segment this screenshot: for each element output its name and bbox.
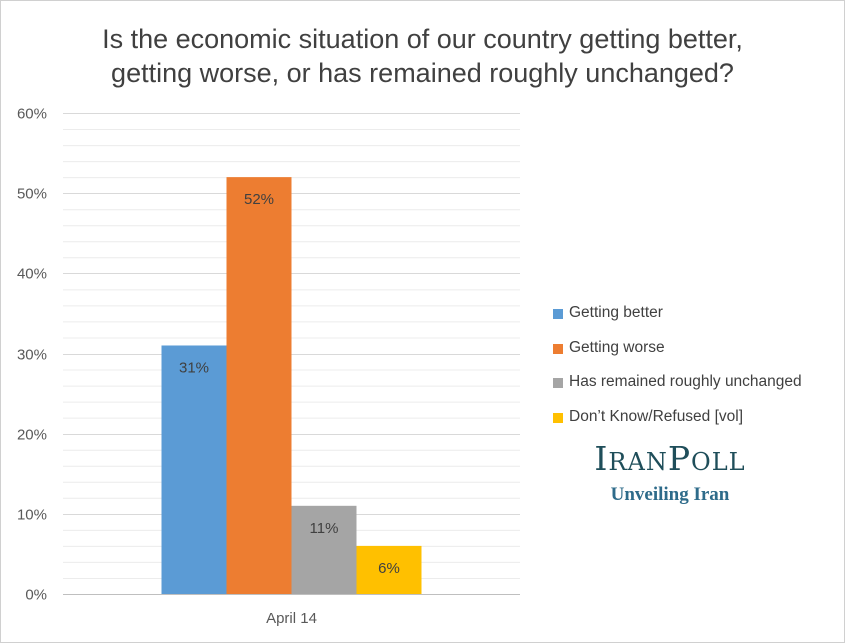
bar-data-label: 6% — [378, 560, 400, 577]
legend-swatch — [553, 378, 563, 388]
chart-title-line-1: Is the economic situation of our country… — [102, 24, 743, 54]
bar — [356, 545, 422, 594]
legend-label: Getting better — [569, 304, 663, 321]
bar-data-label: 52% — [244, 191, 274, 208]
legend-label: Getting worse — [569, 338, 665, 356]
x-category-label: April 14 — [266, 610, 317, 627]
legend-label: Don’t Know/Refused [vol] — [569, 407, 744, 425]
logo-title: IRANPOLL — [560, 440, 780, 481]
y-tick-label: 20% — [17, 427, 47, 444]
iranpoll-logo: IRANPOLL Unveiling Iran — [560, 440, 780, 506]
bar-data-label: 11% — [310, 520, 339, 537]
legend-swatch — [553, 309, 563, 319]
legend-label: Has remained roughly unchanged — [569, 373, 802, 390]
logo-cap-i: I — [594, 439, 609, 478]
y-tick-label: 60% — [17, 106, 47, 123]
y-tick-label: 10% — [17, 507, 47, 524]
y-tick-label: 30% — [17, 347, 47, 364]
chart-title: Is the economic situation of our country… — [0, 22, 845, 90]
bar — [161, 345, 227, 594]
bar — [291, 505, 357, 594]
y-tick-label: 0% — [25, 587, 47, 604]
logo-cap-p: P — [667, 439, 692, 478]
legend-swatch — [553, 412, 563, 423]
bar-data-label: 31% — [179, 359, 209, 376]
logo-subtitle: Unveiling Iran — [610, 484, 730, 505]
y-tick-label: 50% — [17, 186, 47, 203]
y-tick-label: 40% — [17, 266, 47, 283]
logo-small-caps-oll: OLL — [691, 448, 746, 476]
legend-swatch — [553, 343, 563, 354]
logo-small-caps-ran: RAN — [608, 448, 668, 476]
bar — [226, 177, 292, 594]
chart-title-line-2: getting worse, or has remained roughly u… — [111, 58, 734, 88]
